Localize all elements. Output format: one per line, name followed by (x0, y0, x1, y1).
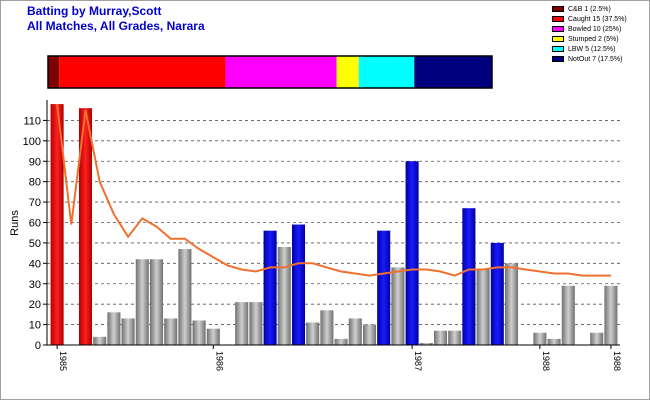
y-tick-label: 30 (29, 279, 41, 291)
innings-bar (249, 302, 263, 345)
dismissal-bar-border (47, 55, 493, 89)
innings-bar (362, 324, 377, 345)
innings-bar (93, 336, 107, 345)
y-tick-label: 70 (29, 197, 41, 209)
y-axis-ticks: 0 10 20 30 40 50 60 70 80 90 100 110 (23, 115, 47, 352)
innings-bar (334, 338, 348, 345)
innings-bars (50, 104, 618, 346)
legend-item: Stumped 2 (5%) (552, 34, 627, 44)
dismissal-segment (48, 56, 60, 88)
innings-bar (291, 224, 306, 345)
innings-bar (348, 318, 362, 345)
y-tick-label: 100 (23, 136, 41, 148)
innings-bar (504, 263, 519, 345)
x-tick-label: 1986 (214, 351, 224, 371)
innings-bar (235, 302, 249, 345)
x-axis-ticks: 1985 1986 1987 1988 1988 (56, 345, 622, 371)
x-tick-label: 1988 (541, 351, 551, 371)
y-tick-label: 60 (29, 218, 41, 230)
innings-bar (476, 269, 490, 345)
legend-item: NotOut 7 (17.5%) (552, 54, 627, 64)
innings-bar (377, 230, 391, 345)
innings-bar (164, 318, 178, 345)
innings-bar (178, 249, 192, 345)
innings-bar (433, 330, 448, 345)
innings-bar (263, 230, 277, 345)
innings-bar (604, 285, 618, 345)
innings-bar (533, 332, 547, 345)
legend-item: Bowled 10 (25%) (552, 24, 627, 34)
innings-bar (320, 310, 334, 345)
legend: C&B 1 (2.5%) Caught 15 (37.5%) Bowled 10 (… (552, 4, 627, 64)
innings-bar (590, 332, 604, 345)
dismissal-summary-bar (47, 55, 493, 89)
innings-bar (462, 208, 476, 345)
y-tick-label: 10 (29, 320, 41, 332)
legend-swatch (552, 26, 564, 32)
innings-bar (547, 338, 561, 345)
innings-bar (135, 259, 149, 345)
innings-bar (192, 320, 206, 345)
innings-bar (561, 285, 575, 345)
innings-bar (419, 342, 433, 345)
innings-bar (50, 104, 64, 345)
y-tick-label: 20 (29, 299, 41, 311)
average-line (56, 103, 611, 277)
y-tick-label: 90 (29, 156, 41, 168)
innings-bar (206, 328, 220, 345)
y-axis-label: Runs (9, 210, 21, 236)
innings-bar (405, 161, 419, 345)
x-tick-label: 1987 (413, 351, 423, 371)
legend-label: Caught 15 (37.5%) (568, 15, 627, 23)
legend-swatch (552, 56, 564, 62)
innings-bar (107, 312, 121, 345)
legend-swatch (552, 6, 564, 12)
x-tick-label: 1985 (58, 351, 68, 371)
y-tick-label: 80 (29, 177, 41, 189)
dismissal-segment (225, 56, 337, 88)
legend-label: Stumped 2 (5%) (568, 35, 619, 43)
dismissal-segment (59, 56, 226, 88)
y-tick-label: 40 (29, 258, 41, 270)
y-tick-label: 110 (23, 115, 41, 127)
innings-bar (490, 242, 504, 345)
innings-bar (448, 330, 462, 345)
y-tick-label: 50 (29, 238, 41, 250)
legend-item: LBW 5 (12.5%) (552, 44, 627, 54)
gridlines (47, 120, 620, 325)
legend-label: NotOut 7 (17.5%) (568, 55, 623, 63)
x-tick-label: 1988 (612, 351, 622, 371)
innings-bar (391, 267, 405, 345)
chart-title: Batting by Murray,Scott (27, 4, 162, 18)
legend-label: C&B 1 (2.5%) (568, 5, 611, 13)
legend-label: Bowled 10 (25%) (568, 25, 622, 33)
legend-item: C&B 1 (2.5%) (552, 4, 627, 14)
legend-label: LBW 5 (12.5%) (568, 45, 616, 53)
innings-bar (149, 259, 164, 345)
dismissal-segment (414, 56, 492, 88)
legend-swatch (552, 16, 564, 22)
innings-bar (306, 322, 320, 345)
innings-bar (277, 247, 291, 345)
legend-item: Caught 15 (37.5%) (552, 14, 627, 24)
legend-swatch (552, 36, 564, 42)
dismissal-segment (358, 56, 415, 88)
chart-subtitle: All Matches, All Grades, Narara (27, 19, 205, 33)
dismissal-segment (336, 56, 359, 88)
innings-bar (121, 318, 135, 345)
legend-swatch (552, 46, 564, 52)
y-tick-label: 0 (35, 340, 41, 352)
innings-bar (78, 108, 93, 346)
